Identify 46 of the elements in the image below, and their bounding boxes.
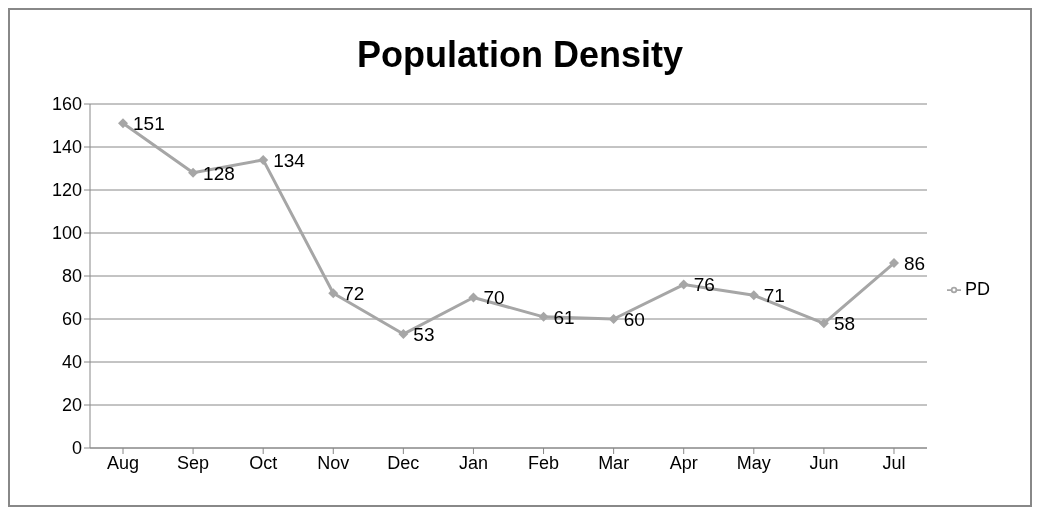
y-tick-label: 20 xyxy=(61,395,82,416)
point xyxy=(748,290,759,301)
y-tick-label: 160 xyxy=(51,94,82,115)
y-tick-label: 60 xyxy=(61,309,82,330)
data-label: 134 xyxy=(273,149,306,171)
point xyxy=(888,258,899,269)
point xyxy=(678,279,689,290)
point xyxy=(188,167,199,178)
point xyxy=(538,311,549,322)
y-tick-label: 100 xyxy=(51,223,82,244)
y-tick-label: 80 xyxy=(61,266,82,287)
x-tick-label: May xyxy=(736,452,771,473)
data-label: 86 xyxy=(903,252,926,274)
point xyxy=(818,318,829,329)
data-label: 76 xyxy=(693,274,715,296)
point xyxy=(258,154,269,165)
data-label: 58 xyxy=(833,313,856,335)
x-tick-label: Dec xyxy=(387,452,420,473)
y-tick-label: 140 xyxy=(51,137,82,158)
data-label: 53 xyxy=(413,323,435,345)
y-tick-label: 0 xyxy=(71,438,82,459)
x-tick-label: Nov xyxy=(317,452,350,473)
point xyxy=(328,288,339,299)
data-label: 60 xyxy=(623,308,645,330)
x-tick-label: Sep xyxy=(177,452,210,473)
data-label: 72 xyxy=(343,282,365,304)
data-label: 128 xyxy=(203,162,235,184)
x-tick-label: Jul xyxy=(882,452,906,473)
y-tick-label: 40 xyxy=(61,352,82,373)
point xyxy=(468,292,479,303)
x-tick-label: Feb xyxy=(528,452,560,473)
legend-label: PD xyxy=(964,278,990,299)
point xyxy=(118,118,128,129)
x-tick-label: Mar xyxy=(598,452,630,473)
x-tick-label: Jun xyxy=(809,452,839,473)
x-tick-label: Aug xyxy=(106,452,140,473)
x-tick-label: Jan xyxy=(458,452,488,473)
data-label: 71 xyxy=(763,285,785,307)
data-label: 151 xyxy=(133,113,165,135)
chart-title: Population Density xyxy=(356,34,684,77)
x-tick-label: Oct xyxy=(249,452,278,473)
point xyxy=(398,329,409,340)
data-label: 70 xyxy=(483,287,505,309)
y-tick-label: 120 xyxy=(51,180,82,201)
x-tick-label: Apr xyxy=(669,452,698,473)
data-label: 61 xyxy=(553,306,575,328)
